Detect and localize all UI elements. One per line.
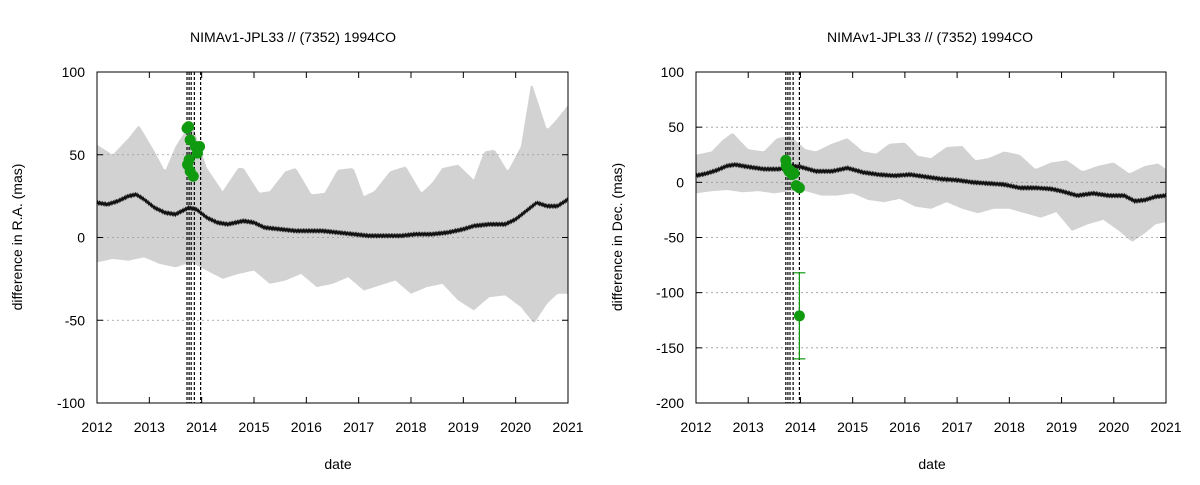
x-tick-label: 2013 [733, 419, 764, 435]
y-tick-label: 50 [668, 119, 684, 135]
observation-point [189, 140, 201, 152]
y-tick-label: -50 [664, 230, 684, 246]
y-tick-label: -50 [65, 312, 85, 328]
observation-point [187, 170, 199, 182]
y-tick-label: -200 [656, 395, 684, 411]
x-tick-label: 2017 [942, 419, 973, 435]
x-tick-label: 2015 [238, 419, 269, 435]
x-tick-label: 2018 [395, 419, 426, 435]
difference-line [96, 191, 569, 239]
x-tick-label: 2016 [889, 419, 920, 435]
x-tick-label: 2020 [500, 419, 531, 435]
y-tick-label: -100 [656, 285, 684, 301]
y-tick-label: 0 [77, 230, 85, 246]
x-tick-label: 2019 [448, 419, 479, 435]
x-tick-label: 2020 [1098, 419, 1129, 435]
x-tick-label: 2016 [291, 419, 322, 435]
y-tick-label: 100 [661, 64, 685, 80]
x-tick-label: 2021 [552, 419, 583, 435]
x-axis-label: date [918, 456, 945, 472]
difference-line [695, 161, 1167, 205]
y-axis-label: difference in R.A. (mas) [9, 164, 25, 311]
y-tick-label: 100 [62, 64, 86, 80]
x-tick-label: 2021 [1150, 419, 1181, 435]
y-tick-label: 50 [69, 147, 85, 163]
uncertainty-envelope [696, 133, 1166, 242]
x-axis-label: date [324, 456, 351, 472]
y-tick-label: 0 [676, 174, 684, 190]
x-tick-label: 2019 [1046, 419, 1077, 435]
outlier-point [793, 310, 805, 322]
x-tick-label: 2012 [81, 419, 112, 435]
chart-dec: NIMAv1-JPL33 // (7352) 1994CO date diffe… [609, 29, 1182, 472]
observation-point [183, 121, 195, 133]
chart-title: NIMAv1-JPL33 // (7352) 1994CO [190, 29, 396, 45]
x-tick-label: 2018 [994, 419, 1025, 435]
observation-point [788, 168, 800, 180]
chart-title: NIMAv1-JPL33 // (7352) 1994CO [827, 29, 1033, 45]
x-tick-label: 2014 [785, 419, 816, 435]
x-tick-label: 2013 [134, 419, 165, 435]
x-tick-label: 2015 [837, 419, 868, 435]
x-tick-label: 2017 [343, 419, 374, 435]
y-tick-label: -150 [656, 340, 684, 356]
observation-point [793, 182, 805, 194]
y-tick-label: -100 [57, 395, 85, 411]
x-tick-label: 2014 [186, 419, 217, 435]
y-axis-label: difference in Dec. (mas) [609, 163, 625, 311]
x-tick-label: 2012 [680, 419, 711, 435]
uncertainty-envelope [97, 85, 568, 323]
chart-ra: NIMAv1-JPL33 // (7352) 1994CO date diffe… [9, 29, 584, 472]
